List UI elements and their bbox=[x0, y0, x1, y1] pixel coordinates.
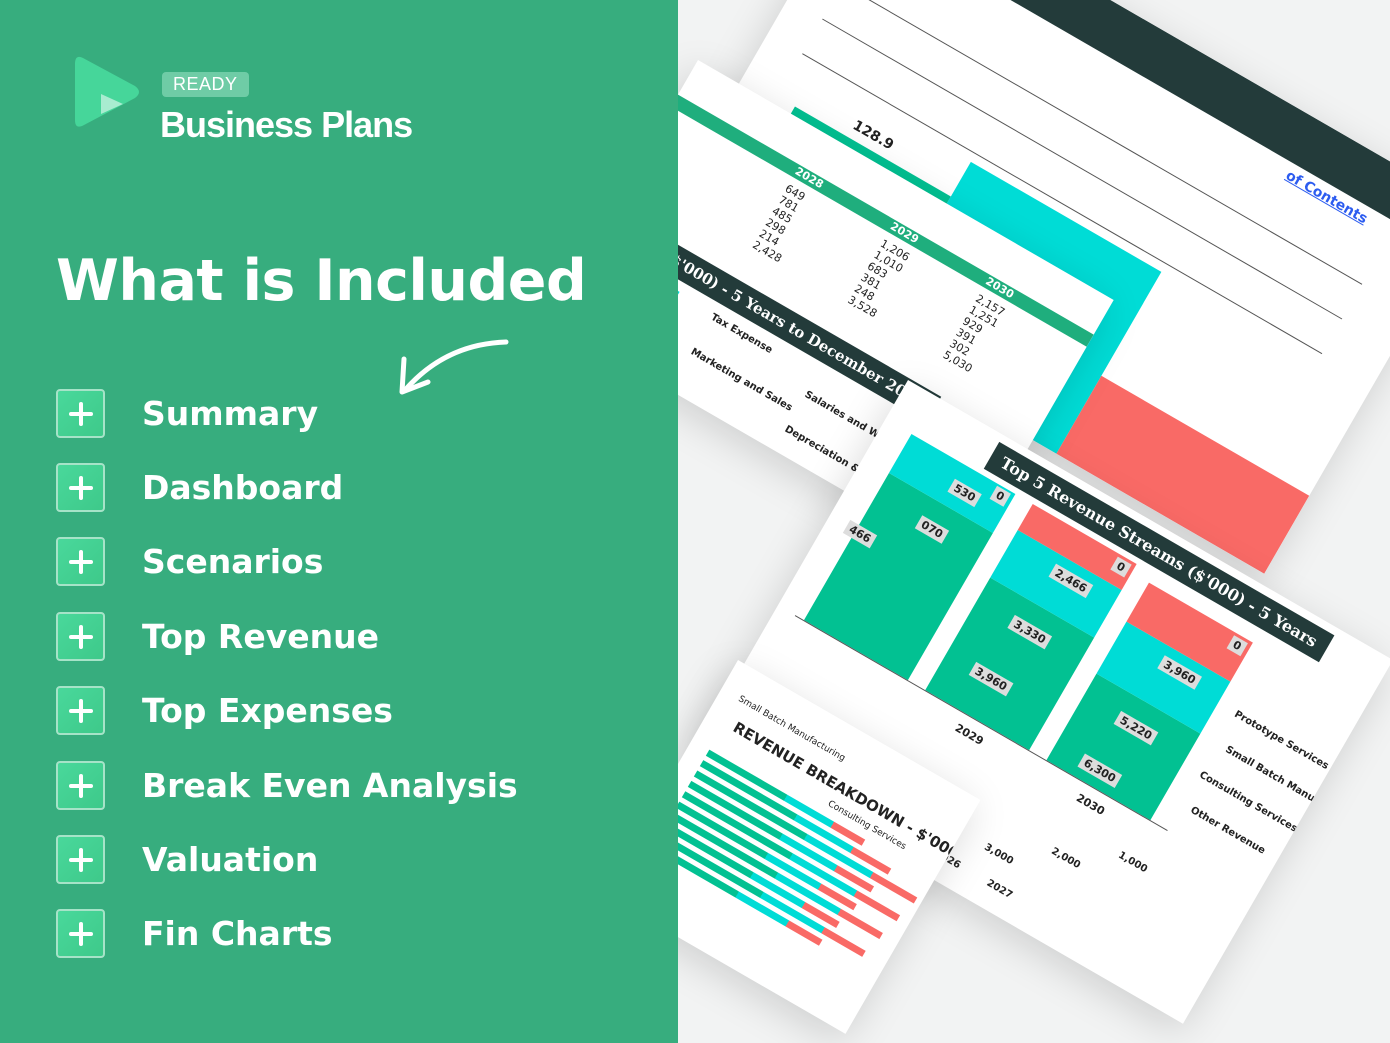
plus-icon bbox=[56, 537, 105, 587]
plus-icon bbox=[56, 909, 105, 959]
item-label: Fin Charts bbox=[142, 914, 333, 954]
arrow-icon bbox=[399, 339, 509, 395]
y-tick: 2,000 bbox=[1049, 845, 1083, 872]
x-tick: 2030 bbox=[1073, 791, 1107, 818]
included-item: Top Revenue bbox=[56, 611, 379, 661]
item-label: Top Revenue bbox=[142, 616, 379, 656]
included-item: Scenarios bbox=[56, 537, 323, 587]
x-tick: 2029 bbox=[952, 721, 986, 748]
plus-icon bbox=[56, 611, 105, 661]
item-label: Break Even Analysis bbox=[142, 765, 518, 805]
logo-play-icon bbox=[75, 56, 139, 127]
plus-icon bbox=[56, 462, 105, 512]
included-item: Dashboard bbox=[56, 462, 343, 512]
item-label: Summary bbox=[142, 393, 319, 433]
item-label: Top Expenses bbox=[142, 691, 393, 731]
item-label: Scenarios bbox=[142, 542, 324, 582]
plus-icon bbox=[56, 388, 105, 438]
y-tick: 1,000 bbox=[1116, 849, 1150, 876]
plus-icon bbox=[56, 834, 105, 884]
page-title: What is Included bbox=[56, 248, 587, 314]
y-tick: 3,000 bbox=[982, 841, 1016, 868]
preview-collage: of Contents 128.9 2028 649 781 485 298 214 2,4… bbox=[678, 0, 1390, 1043]
ready-badge: READY bbox=[162, 72, 249, 97]
x-tick: 2027 bbox=[984, 877, 1015, 902]
included-item: Valuation bbox=[56, 834, 318, 884]
included-item: Break Even Analysis bbox=[56, 760, 518, 810]
item-label: Dashboard bbox=[142, 467, 344, 507]
legend-item: Marketing and Sales bbox=[688, 346, 795, 414]
plus-icon bbox=[56, 760, 105, 810]
included-item: Fin Charts bbox=[56, 909, 333, 959]
item-label: Valuation bbox=[142, 839, 319, 879]
left-panel: READY Business Plans What is Included Su… bbox=[0, 0, 678, 1043]
plus-icon bbox=[56, 686, 105, 736]
brand-name: Business Plans bbox=[160, 104, 413, 145]
included-item: Top Expenses bbox=[56, 686, 393, 736]
included-item: Summary bbox=[56, 388, 318, 438]
legend-item: Small Batch Manufacturing bbox=[1223, 744, 1362, 831]
